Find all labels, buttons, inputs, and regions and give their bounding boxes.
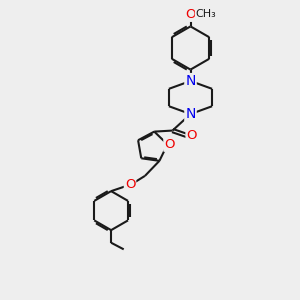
Text: O: O: [187, 130, 197, 142]
Text: CH₃: CH₃: [196, 9, 217, 20]
Text: O: O: [164, 138, 175, 151]
Text: N: N: [185, 107, 196, 121]
Text: N: N: [185, 74, 196, 88]
Text: O: O: [125, 178, 135, 191]
Text: O: O: [185, 8, 196, 21]
